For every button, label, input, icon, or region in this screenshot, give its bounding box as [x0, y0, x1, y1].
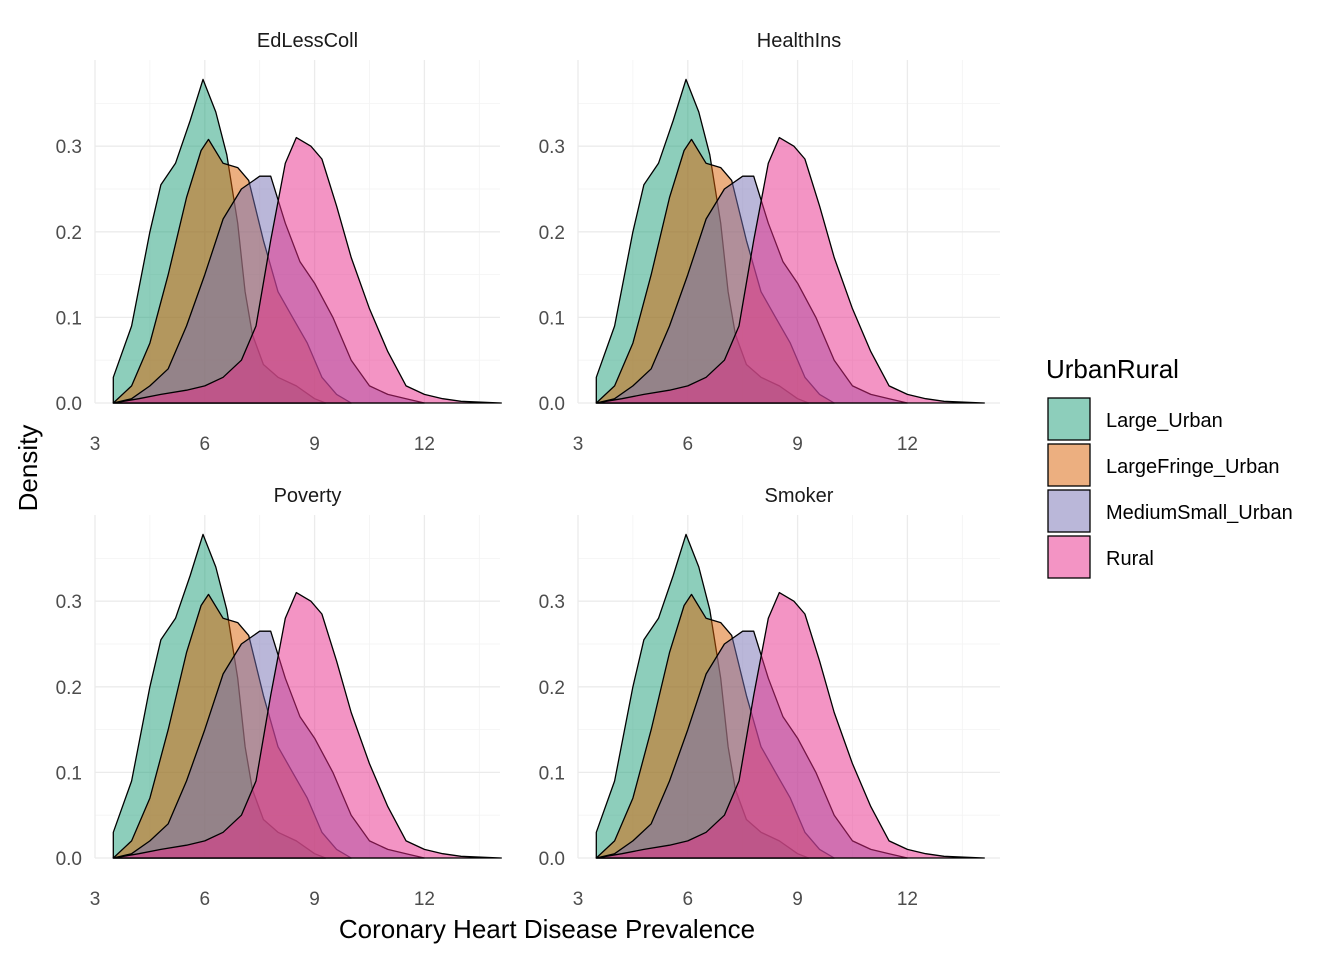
x-tick-label: 3 — [573, 889, 584, 910]
y-tick-label: 0.0 — [539, 394, 565, 415]
legend-label: MediumSmall_Urban — [1106, 502, 1293, 524]
facet-panel-edlesscoll: EdLessColl 3 6 9 12 0.0 0.1 0.2 0.3 — [56, 30, 502, 455]
y-tick-label: 0.0 — [539, 849, 565, 870]
x-tick-label: 6 — [683, 434, 694, 455]
x-tick-label: 9 — [792, 434, 803, 455]
x-tick-label: 3 — [90, 434, 101, 455]
x-tick-label: 6 — [683, 889, 694, 910]
facet-panel-poverty: Poverty 3 6 9 12 0.0 0.1 0.2 0.3 — [56, 485, 502, 910]
legend-label: LargeFringe_Urban — [1106, 456, 1279, 478]
legend-title: UrbanRural — [1046, 354, 1179, 384]
legend-swatch — [1047, 397, 1091, 441]
legend-label: Rural — [1106, 548, 1154, 570]
facet-strip-label: Smoker — [765, 485, 834, 507]
x-tick-label: 9 — [309, 889, 320, 910]
x-tick-label: 9 — [792, 889, 803, 910]
y-tick-label: 0.2 — [56, 223, 82, 244]
x-tick-label: 12 — [897, 434, 918, 455]
density-area-rural — [595, 136, 985, 404]
x-tick-label: 3 — [573, 434, 584, 455]
y-tick-label: 0.3 — [539, 592, 565, 613]
legend-item: Large_Urban — [1047, 397, 1223, 441]
y-tick-label: 0.2 — [56, 678, 82, 699]
facet-panels: EdLessColl 3 6 9 12 0.0 0.1 0.2 0.3 HealthIns 3 6 9 1… — [56, 30, 1000, 910]
y-tick-label: 0.2 — [539, 678, 565, 699]
y-tick-label: 0.1 — [56, 308, 82, 329]
density-area-rural — [595, 591, 985, 859]
y-tick-label: 0.3 — [56, 137, 82, 158]
y-tick-label: 0.1 — [539, 308, 565, 329]
x-tick-label: 6 — [200, 889, 211, 910]
facet-strip-label: EdLessColl — [257, 30, 358, 52]
y-tick-label: 0.0 — [56, 849, 82, 870]
x-tick-label: 3 — [90, 889, 101, 910]
y-tick-label: 0.1 — [539, 763, 565, 784]
x-tick-label: 6 — [200, 434, 211, 455]
x-tick-label: 9 — [309, 434, 320, 455]
x-tick-label: 12 — [414, 434, 435, 455]
facet-panel-healthins: HealthIns 3 6 9 12 0.0 0.1 0.2 0.3 — [539, 30, 1000, 455]
legend-swatch — [1047, 443, 1091, 487]
legend-item: Rural — [1047, 535, 1154, 579]
x-tick-label: 12 — [897, 889, 918, 910]
facet-strip-label: HealthIns — [757, 30, 842, 52]
y-axis-title: Density — [13, 425, 43, 512]
y-tick-label: 0.2 — [539, 223, 565, 244]
legend-swatch — [1047, 489, 1091, 533]
legend-swatch — [1047, 535, 1091, 579]
y-tick-label: 0.3 — [56, 592, 82, 613]
y-tick-label: 0.0 — [56, 394, 82, 415]
x-tick-label: 12 — [414, 889, 435, 910]
density-area-rural — [112, 591, 502, 859]
y-tick-label: 0.1 — [56, 763, 82, 784]
facet-strip-label: Poverty — [274, 485, 342, 507]
legend-label: Large_Urban — [1106, 410, 1223, 432]
facet-panel-smoker: Smoker 3 6 9 12 0.0 0.1 0.2 0.3 — [539, 485, 1000, 910]
legend-item: MediumSmall_Urban — [1047, 489, 1293, 533]
legend: UrbanRural Large_Urban LargeFringe_Urban M… — [1046, 354, 1293, 579]
legend-item: LargeFringe_Urban — [1047, 443, 1279, 487]
y-tick-label: 0.3 — [539, 137, 565, 158]
density-area-rural — [112, 136, 502, 404]
x-axis-title: Coronary Heart Disease Prevalence — [339, 914, 755, 944]
